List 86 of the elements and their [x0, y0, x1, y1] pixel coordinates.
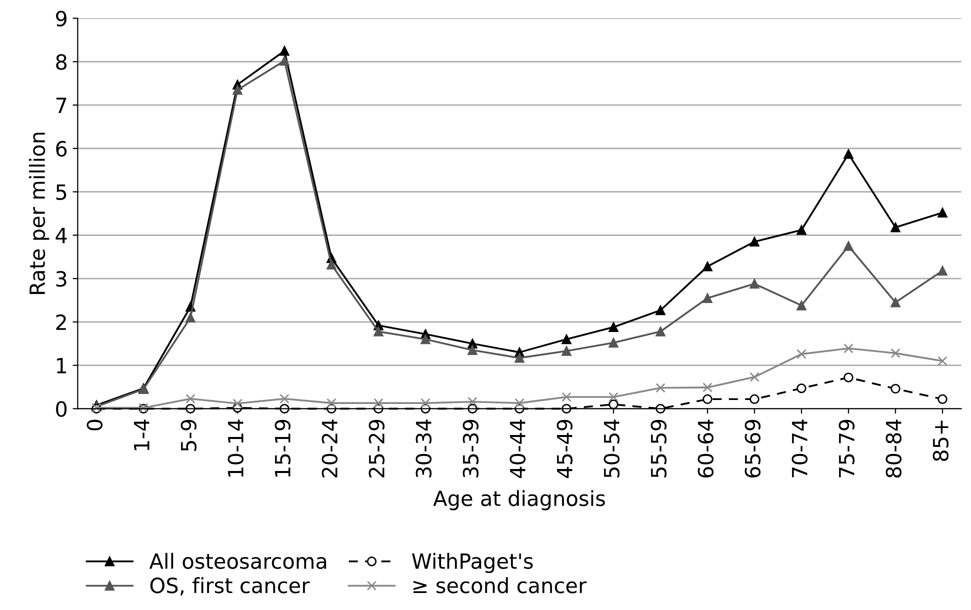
- y-tick-label: 5: [56, 184, 66, 200]
- x-tick-label: 0: [86, 420, 103, 430]
- x-tick-label: 1-4: [134, 420, 150, 450]
- point: [326, 398, 336, 408]
- point: [796, 383, 806, 394]
- x-tick-label: 20-24: [322, 420, 338, 478]
- point: [280, 56, 290, 66]
- x-tick-label: 45-49: [556, 420, 573, 478]
- y-tick-label: 6: [56, 140, 67, 157]
- point: [750, 278, 760, 289]
- x-tick-label: 85+: [932, 420, 949, 461]
- point: [702, 382, 712, 392]
- point: [702, 394, 712, 404]
- x-tick-label: 25-29: [368, 420, 385, 478]
- point: [232, 398, 242, 408]
- y-axis-title: Rate per million: [28, 132, 50, 294]
- point: [844, 372, 854, 382]
- point: [326, 260, 336, 270]
- point: [890, 222, 900, 232]
- x-tick-label: 55-59: [650, 420, 667, 478]
- point: [562, 346, 572, 356]
- x-axis-title: Age at diagnosis: [433, 490, 605, 510]
- point: [420, 334, 430, 344]
- point: [702, 262, 712, 272]
- point: [750, 372, 760, 382]
- x-tick-label: 10-14: [228, 420, 244, 477]
- legend-label: ≥ second cancer: [414, 577, 587, 594]
- point: [562, 334, 572, 344]
- point: [796, 225, 806, 235]
- y-tick-label: 0: [56, 401, 67, 417]
- point: [938, 394, 948, 404]
- y-tick-label: 1: [56, 358, 66, 374]
- point: [186, 394, 196, 404]
- y-tick-label: 7: [56, 98, 66, 113]
- x-tick-label: 40-44: [510, 420, 526, 478]
- point: [890, 348, 900, 358]
- point: [562, 392, 572, 402]
- point: [796, 349, 806, 359]
- y-tick-label: 4: [56, 228, 67, 244]
- point: [656, 383, 666, 393]
- point: [938, 208, 948, 218]
- point: [938, 266, 948, 276]
- x-tick-label: 15-19: [274, 420, 291, 477]
- point: [750, 394, 760, 404]
- point: [186, 312, 196, 322]
- y-tick-label: 2: [56, 314, 66, 330]
- x-tick-label: 80-84: [886, 420, 902, 478]
- point: [938, 356, 948, 366]
- x-tick-label: 75-79: [838, 420, 855, 478]
- legend-label: All osteosarcoma: [149, 552, 326, 569]
- point: [468, 396, 478, 407]
- point: [890, 384, 900, 394]
- x-tick-label: 70-74: [792, 420, 808, 478]
- y-tick-label: 3: [56, 271, 66, 287]
- x-tick-label: 60-64: [698, 420, 714, 478]
- point: [280, 394, 290, 404]
- point: [420, 398, 430, 408]
- point: [374, 398, 384, 408]
- point: [796, 300, 806, 310]
- point: [656, 305, 666, 316]
- point: [280, 46, 290, 56]
- point: [750, 236, 760, 247]
- point: [844, 241, 854, 251]
- y-tick-label: 9: [56, 10, 66, 27]
- point: [844, 344, 854, 354]
- x-tick-label: 35-39: [462, 420, 479, 478]
- x-tick-label: 30-34: [416, 420, 432, 478]
- point: [514, 398, 524, 408]
- point: [514, 353, 524, 363]
- y-tick-label: 8: [56, 54, 67, 70]
- point: [844, 149, 854, 159]
- point: [702, 293, 712, 303]
- point: [374, 326, 384, 336]
- legend-label: WithPaget's: [412, 552, 533, 574]
- point: [232, 85, 242, 95]
- x-tick-label: 5-9: [180, 420, 197, 451]
- point: [608, 338, 618, 348]
- point: [608, 392, 618, 402]
- point: [890, 298, 900, 308]
- x-tick-label: 65-69: [744, 420, 761, 478]
- x-tick-label: 50-54: [604, 420, 620, 478]
- point: [656, 326, 666, 336]
- point: [608, 400, 618, 410]
- point: [608, 322, 618, 332]
- point: [468, 345, 478, 355]
- legend-label: OS, first cancer: [150, 577, 310, 596]
